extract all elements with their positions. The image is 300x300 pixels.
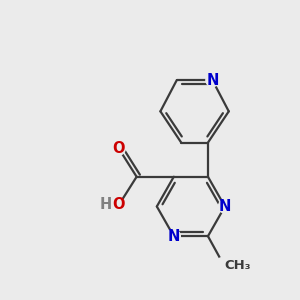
Circle shape bbox=[112, 198, 125, 212]
Circle shape bbox=[167, 230, 180, 243]
Circle shape bbox=[112, 142, 125, 155]
Text: CH₃: CH₃ bbox=[224, 260, 251, 272]
Text: O: O bbox=[112, 141, 125, 156]
Text: N: N bbox=[206, 73, 219, 88]
Text: N: N bbox=[219, 199, 231, 214]
Text: H: H bbox=[99, 197, 112, 212]
Text: O: O bbox=[112, 197, 125, 212]
Circle shape bbox=[206, 74, 219, 87]
Circle shape bbox=[215, 257, 233, 275]
Text: N: N bbox=[168, 229, 180, 244]
Circle shape bbox=[218, 200, 231, 213]
